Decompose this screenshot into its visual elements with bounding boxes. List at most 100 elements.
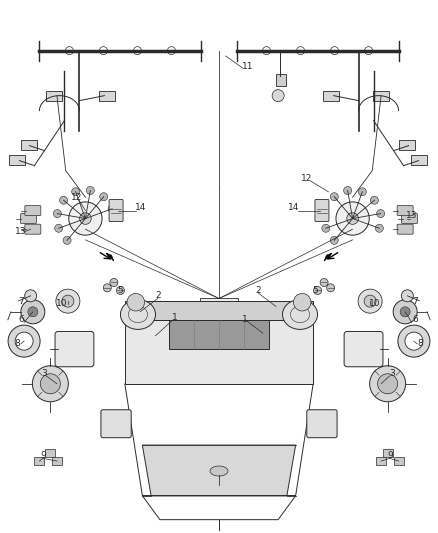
Ellipse shape bbox=[120, 300, 155, 329]
FancyBboxPatch shape bbox=[307, 410, 337, 438]
Circle shape bbox=[53, 209, 61, 217]
FancyBboxPatch shape bbox=[399, 140, 415, 150]
FancyBboxPatch shape bbox=[25, 224, 41, 234]
Circle shape bbox=[322, 224, 330, 232]
FancyBboxPatch shape bbox=[383, 449, 392, 457]
FancyBboxPatch shape bbox=[10, 155, 25, 165]
Circle shape bbox=[344, 187, 352, 195]
Text: 2: 2 bbox=[256, 286, 261, 295]
FancyBboxPatch shape bbox=[25, 206, 41, 215]
FancyBboxPatch shape bbox=[397, 224, 413, 234]
Polygon shape bbox=[324, 253, 332, 261]
FancyBboxPatch shape bbox=[101, 410, 131, 438]
FancyBboxPatch shape bbox=[394, 457, 403, 465]
FancyBboxPatch shape bbox=[402, 214, 417, 223]
Text: 9: 9 bbox=[387, 451, 393, 460]
Circle shape bbox=[40, 374, 60, 394]
Circle shape bbox=[327, 284, 335, 292]
Circle shape bbox=[65, 46, 74, 55]
Circle shape bbox=[364, 46, 373, 55]
Circle shape bbox=[80, 213, 91, 224]
Circle shape bbox=[358, 188, 366, 196]
Circle shape bbox=[110, 278, 118, 287]
FancyBboxPatch shape bbox=[322, 91, 339, 101]
Circle shape bbox=[25, 290, 37, 302]
Text: 14: 14 bbox=[288, 204, 299, 212]
Circle shape bbox=[63, 236, 71, 244]
Circle shape bbox=[108, 205, 116, 213]
FancyBboxPatch shape bbox=[52, 457, 62, 465]
Text: 6: 6 bbox=[18, 316, 24, 324]
Circle shape bbox=[400, 307, 410, 317]
Text: 7: 7 bbox=[412, 297, 418, 305]
FancyBboxPatch shape bbox=[55, 332, 94, 367]
Circle shape bbox=[86, 187, 94, 195]
FancyBboxPatch shape bbox=[46, 449, 55, 457]
FancyBboxPatch shape bbox=[315, 199, 329, 222]
Text: 7: 7 bbox=[18, 297, 24, 305]
Circle shape bbox=[134, 46, 141, 55]
Circle shape bbox=[56, 289, 80, 313]
Circle shape bbox=[370, 366, 406, 402]
Polygon shape bbox=[125, 301, 313, 320]
Text: 5: 5 bbox=[117, 286, 124, 295]
FancyBboxPatch shape bbox=[21, 140, 37, 150]
Text: 14: 14 bbox=[134, 204, 146, 212]
Text: 5: 5 bbox=[312, 286, 318, 295]
Text: 6: 6 bbox=[412, 316, 418, 324]
Circle shape bbox=[314, 286, 321, 295]
Circle shape bbox=[375, 224, 383, 232]
FancyBboxPatch shape bbox=[35, 457, 44, 465]
Text: 3: 3 bbox=[41, 369, 47, 377]
Circle shape bbox=[364, 295, 376, 307]
FancyBboxPatch shape bbox=[46, 91, 63, 101]
Circle shape bbox=[99, 46, 107, 55]
Circle shape bbox=[371, 196, 378, 204]
Circle shape bbox=[398, 325, 430, 357]
Text: 1: 1 bbox=[242, 316, 248, 324]
Text: 11: 11 bbox=[242, 62, 253, 71]
Circle shape bbox=[28, 307, 38, 317]
Text: 8: 8 bbox=[14, 340, 21, 348]
FancyBboxPatch shape bbox=[397, 206, 413, 215]
FancyBboxPatch shape bbox=[344, 332, 383, 367]
Text: 13: 13 bbox=[406, 212, 417, 220]
Circle shape bbox=[103, 284, 111, 292]
Circle shape bbox=[330, 193, 338, 201]
Text: 8: 8 bbox=[417, 340, 424, 348]
FancyBboxPatch shape bbox=[21, 214, 36, 223]
Text: 3: 3 bbox=[389, 369, 395, 377]
Circle shape bbox=[117, 286, 124, 295]
Circle shape bbox=[330, 236, 338, 244]
Circle shape bbox=[320, 278, 328, 287]
FancyBboxPatch shape bbox=[410, 155, 427, 165]
FancyBboxPatch shape bbox=[200, 298, 238, 313]
Circle shape bbox=[393, 300, 417, 324]
Circle shape bbox=[69, 202, 102, 235]
Circle shape bbox=[401, 290, 413, 302]
Circle shape bbox=[60, 196, 67, 204]
Circle shape bbox=[331, 46, 339, 55]
FancyBboxPatch shape bbox=[276, 74, 286, 86]
Polygon shape bbox=[125, 320, 313, 384]
FancyBboxPatch shape bbox=[109, 199, 123, 222]
Text: 12: 12 bbox=[301, 174, 312, 183]
Text: 1: 1 bbox=[172, 313, 178, 321]
Text: 13: 13 bbox=[15, 228, 27, 236]
Polygon shape bbox=[106, 253, 114, 261]
Circle shape bbox=[127, 294, 145, 311]
Circle shape bbox=[72, 188, 80, 196]
Circle shape bbox=[32, 366, 68, 402]
Circle shape bbox=[336, 202, 369, 235]
Text: 10: 10 bbox=[369, 300, 380, 308]
Polygon shape bbox=[142, 445, 296, 496]
Circle shape bbox=[377, 209, 385, 217]
Circle shape bbox=[21, 300, 45, 324]
Circle shape bbox=[405, 332, 423, 350]
Circle shape bbox=[297, 46, 304, 55]
FancyBboxPatch shape bbox=[376, 457, 386, 465]
Circle shape bbox=[8, 325, 40, 357]
Text: 12: 12 bbox=[71, 193, 82, 201]
Circle shape bbox=[55, 224, 63, 232]
FancyBboxPatch shape bbox=[99, 91, 116, 101]
